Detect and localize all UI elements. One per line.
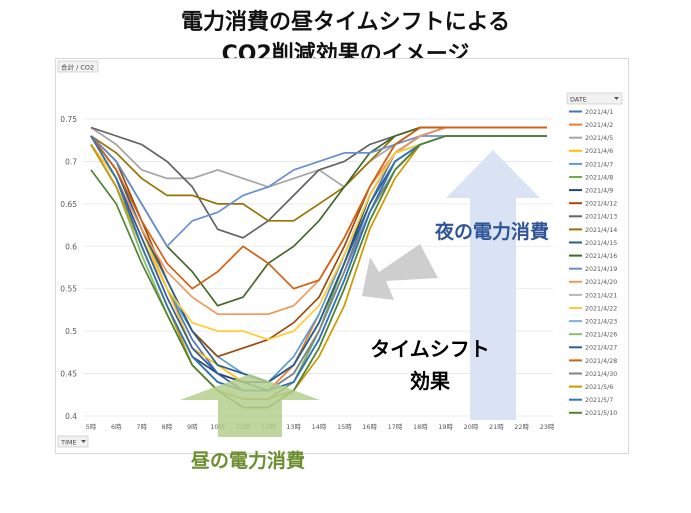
x-tick-label: 20時 bbox=[464, 423, 479, 431]
legend-item[interactable]: 2021/4/14 bbox=[569, 227, 617, 234]
legend-items: 2021/4/1 2021/4/2 2021/4/5 2021/4/6 2021/4/7… bbox=[569, 109, 617, 417]
legend-item[interactable]: 2021/4/26 bbox=[569, 332, 617, 339]
x-axis-ticks: 5時6時7時8時9時10時11時12時13時14時15時16時17時18時19時… bbox=[86, 423, 555, 431]
legend-item[interactable]: 2021/4/12 bbox=[569, 201, 617, 208]
y-axis-field-label: 合計 / CO2 bbox=[61, 63, 94, 72]
chevron-down-icon bbox=[81, 440, 86, 443]
night-consumption-up-arrow bbox=[446, 150, 540, 420]
legend-item[interactable]: 2021/4/20 bbox=[569, 279, 617, 286]
time-filter-button[interactable]: TIME bbox=[57, 435, 89, 448]
y-axis-ticks: 0.4 0.45 0.5 0.55 0.6 0.65 0.7 0.75 bbox=[60, 115, 77, 421]
legend-item[interactable]: 2021/4/16 bbox=[569, 253, 617, 260]
chevron-down-icon bbox=[614, 97, 619, 100]
x-tick-label: 19時 bbox=[438, 423, 453, 431]
legend-item[interactable]: 2021/4/22 bbox=[569, 305, 617, 312]
y-tick-label: 0.55 bbox=[60, 285, 77, 294]
legend-item[interactable]: 2021/4/2 bbox=[569, 122, 613, 129]
legend-item[interactable]: 2021/5/10 bbox=[569, 410, 617, 417]
legend-label: 2021/4/9 bbox=[585, 188, 613, 195]
legend-label: 2021/4/23 bbox=[585, 319, 617, 326]
y-tick-label: 0.6 bbox=[65, 242, 77, 251]
legend-label: 2021/4/27 bbox=[585, 345, 617, 352]
x-tick-label: 5時 bbox=[86, 423, 97, 431]
night-consumption-label: 夜の電力消費 bbox=[434, 220, 549, 243]
legend-item[interactable]: 2021/4/30 bbox=[569, 371, 617, 378]
series-lines bbox=[90, 126, 547, 409]
legend-item[interactable]: 2021/4/23 bbox=[569, 319, 617, 326]
legend-label: 2021/4/2 bbox=[585, 122, 613, 129]
legend-label: 2021/4/7 bbox=[585, 161, 613, 168]
legend-item[interactable]: 2021/4/6 bbox=[569, 148, 613, 155]
day-consumption-label: 昼の電力消費 bbox=[191, 449, 305, 472]
legend-label: 2021/5/7 bbox=[585, 397, 613, 404]
legend-item[interactable]: 2021/4/15 bbox=[569, 240, 617, 247]
series-line bbox=[90, 126, 547, 290]
legend-label: 2021/4/26 bbox=[585, 332, 617, 339]
legend-label: 2021/5/10 bbox=[585, 410, 617, 417]
legend-item[interactable]: 2021/4/28 bbox=[569, 358, 617, 365]
x-tick-label: 17時 bbox=[388, 423, 403, 431]
x-tick-label: 15時 bbox=[337, 423, 352, 431]
chart-title-line1: 電力消費の昼タイムシフトによる bbox=[181, 10, 510, 35]
legend-item[interactable]: 2021/4/5 bbox=[569, 135, 613, 142]
legend-label: 2021/4/14 bbox=[585, 227, 617, 234]
legend-label: 2021/4/20 bbox=[585, 279, 617, 286]
y-tick-label: 0.5 bbox=[65, 327, 77, 336]
legend-label: 2021/4/19 bbox=[585, 266, 617, 273]
time-filter-label: TIME bbox=[60, 439, 77, 447]
legend-label: 2021/5/6 bbox=[585, 384, 613, 391]
legend-header-label: DATE bbox=[570, 96, 587, 104]
legend-header-button[interactable]: DATE bbox=[566, 92, 623, 105]
x-tick-label: 13時 bbox=[286, 423, 301, 431]
x-tick-label: 7時 bbox=[136, 423, 147, 431]
x-tick-label: 22時 bbox=[514, 423, 529, 431]
x-tick-label: 10時 bbox=[210, 423, 225, 431]
y-tick-label: 0.75 bbox=[60, 115, 77, 124]
series-line bbox=[90, 135, 547, 409]
x-tick-label: 18時 bbox=[413, 423, 428, 431]
x-tick-label: 8時 bbox=[162, 423, 173, 431]
legend-label: 2021/4/22 bbox=[585, 305, 617, 312]
x-tick-label: 9時 bbox=[187, 423, 198, 431]
y-tick-label: 0.65 bbox=[60, 200, 77, 209]
x-tick-label: 21時 bbox=[489, 423, 504, 431]
legend-item[interactable]: 2021/4/8 bbox=[569, 174, 613, 181]
legend-label: 2021/4/12 bbox=[585, 201, 617, 208]
legend-label: 2021/4/30 bbox=[585, 371, 617, 378]
y-tick-label: 0.45 bbox=[60, 370, 77, 379]
legend-item[interactable]: 2021/5/7 bbox=[569, 397, 613, 404]
legend-item[interactable]: 2021/4/27 bbox=[569, 345, 617, 352]
y-tick-label: 0.4 bbox=[65, 412, 77, 421]
timeshift-label-line2: 効果 bbox=[410, 369, 450, 393]
legend-item[interactable]: 2021/4/13 bbox=[569, 214, 617, 221]
legend-item[interactable]: 2021/4/1 bbox=[569, 109, 613, 116]
legend-item[interactable]: 2021/4/9 bbox=[569, 188, 613, 195]
legend-item[interactable]: 2021/4/19 bbox=[569, 266, 617, 273]
legend-item[interactable]: 2021/4/21 bbox=[569, 292, 617, 299]
legend-label: 2021/4/21 bbox=[585, 292, 617, 299]
legend-label: 2021/4/13 bbox=[585, 214, 617, 221]
legend-item[interactable]: 2021/5/6 bbox=[569, 384, 613, 391]
timeshift-arrow bbox=[362, 244, 438, 300]
legend: DATE 2021/4/12021/4/22021/4/52021/4/6202… bbox=[566, 92, 623, 417]
day-consumption-up-arrow bbox=[180, 374, 320, 437]
x-tick-label: 23時 bbox=[540, 423, 555, 431]
legend-label: 2021/4/1 bbox=[585, 109, 613, 116]
timeshift-label-line1: タイムシフト bbox=[370, 337, 490, 361]
x-tick-label: 16時 bbox=[362, 423, 377, 431]
legend-label: 2021/4/28 bbox=[585, 358, 617, 365]
legend-label: 2021/4/15 bbox=[585, 240, 617, 247]
legend-label: 2021/4/6 bbox=[585, 148, 613, 155]
y-tick-label: 0.7 bbox=[65, 157, 77, 166]
y-axis-field-button[interactable]: 合計 / CO2 bbox=[57, 60, 99, 73]
legend-label: 2021/4/8 bbox=[585, 174, 613, 181]
x-tick-label: 14時 bbox=[312, 423, 327, 431]
legend-label: 2021/4/16 bbox=[585, 253, 617, 260]
x-tick-label: 6時 bbox=[111, 423, 122, 431]
legend-label: 2021/4/5 bbox=[585, 135, 613, 142]
legend-item[interactable]: 2021/4/7 bbox=[569, 161, 613, 168]
